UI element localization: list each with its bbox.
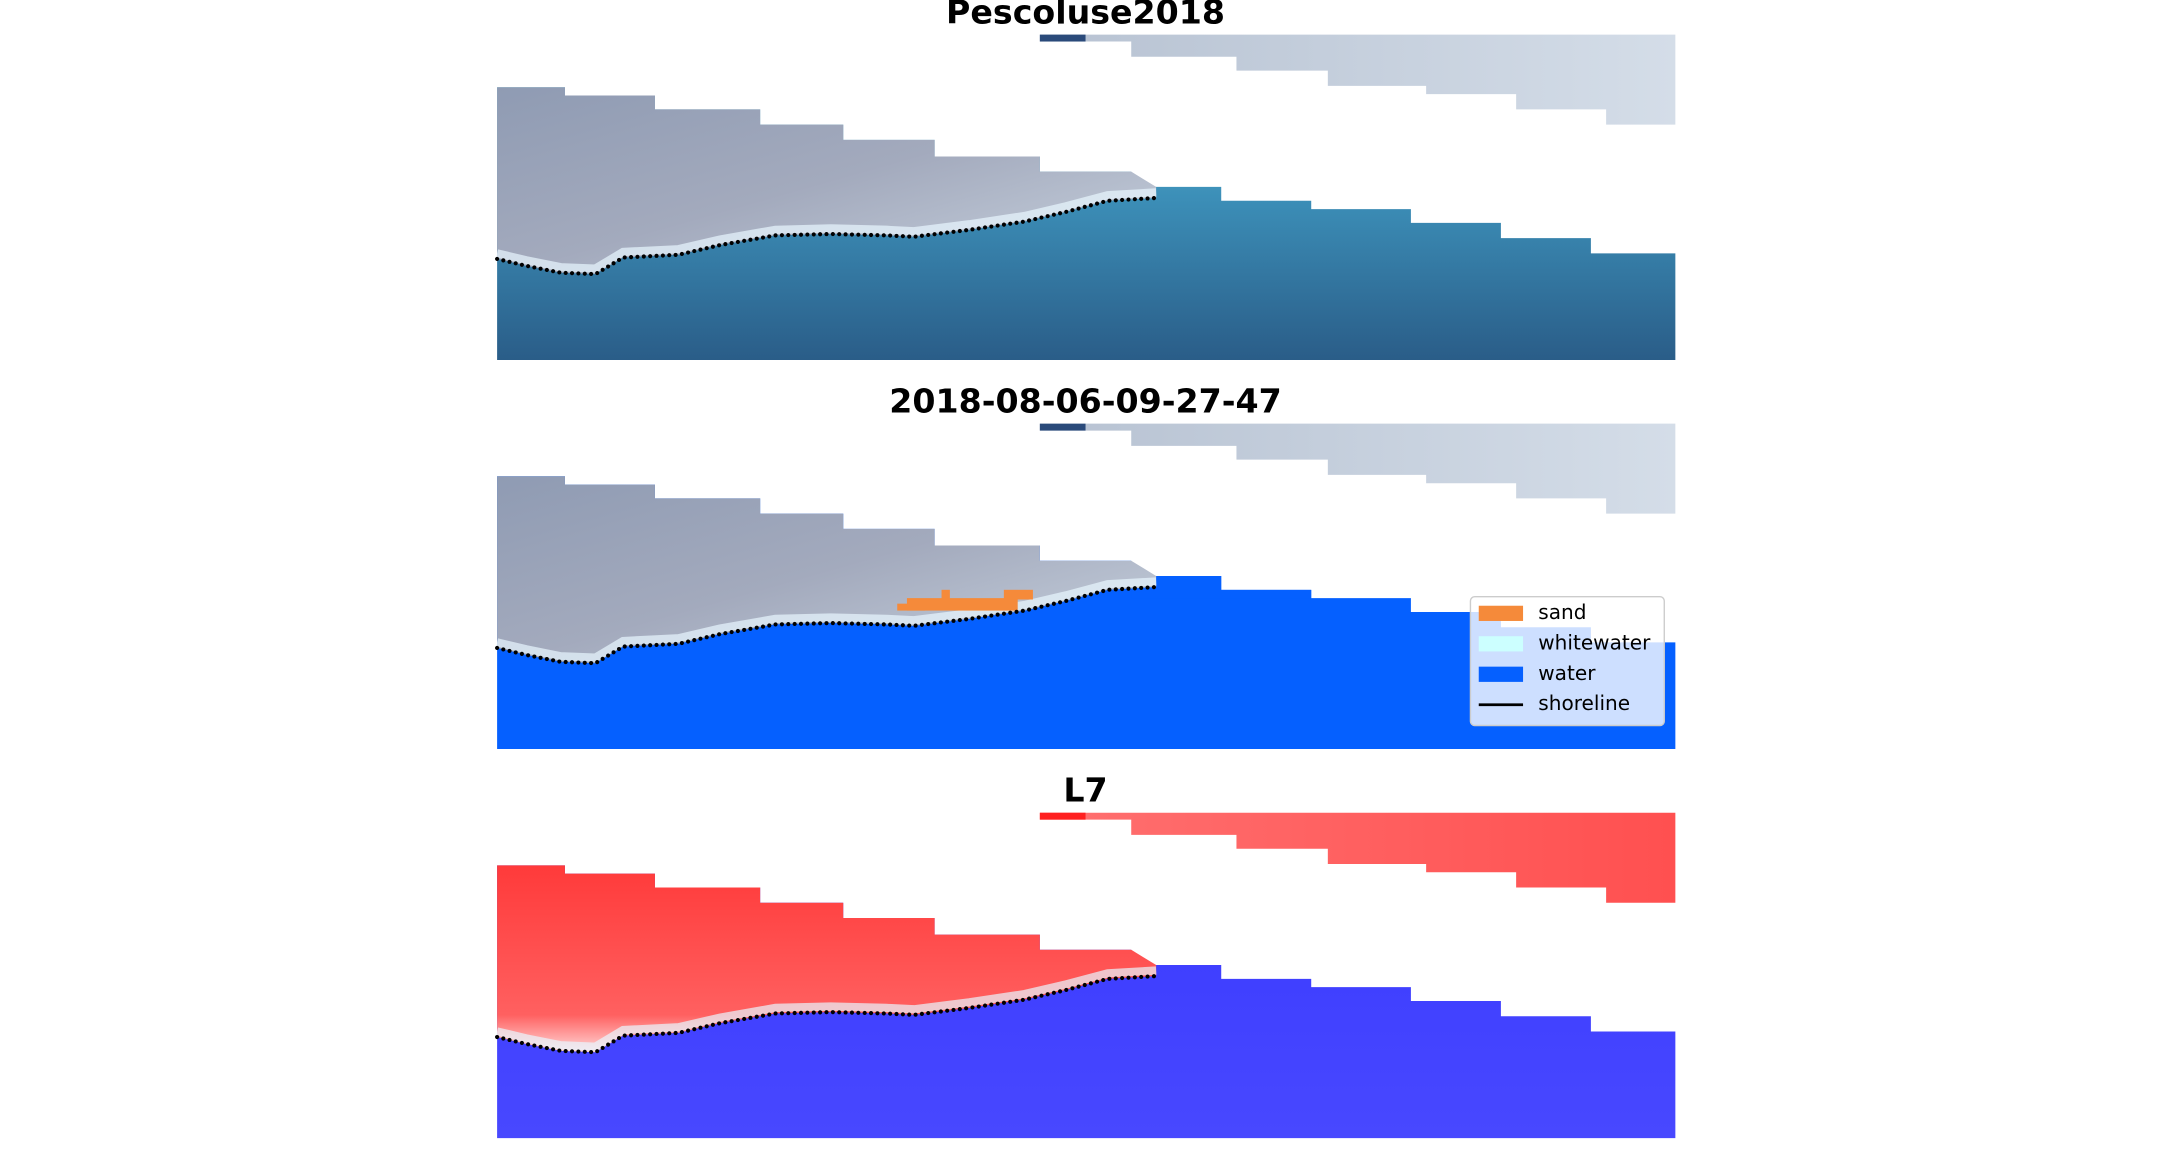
image-strip	[1039, 423, 1676, 514]
shoreline	[495, 974, 1159, 1055]
legend-patch	[1478, 636, 1524, 652]
panel: L7	[495, 771, 1676, 1139]
legend-patch	[1478, 666, 1524, 682]
legend: sand whitewater water shoreline	[1469, 596, 1665, 727]
legend-patch	[1478, 605, 1524, 621]
land-area	[497, 87, 1157, 275]
legend-label: sand	[1538, 600, 1586, 624]
whitewater-band	[496, 188, 1157, 273]
whitewater-band	[496, 577, 1157, 662]
panel-title: 2018-08-06-09-27-47	[889, 382, 1282, 421]
sand-patch	[897, 603, 925, 611]
image-strip	[1039, 812, 1676, 903]
shoreline	[495, 584, 1159, 666]
strip-edge	[1039, 423, 1086, 431]
sand-patch	[906, 598, 1018, 611]
image-strip	[1039, 34, 1676, 125]
legend-box	[1469, 596, 1665, 727]
legend-label: whitewater	[1538, 630, 1651, 654]
sand-patch	[1003, 589, 1033, 600]
water-top	[1131, 575, 1312, 599]
whitewater-band	[496, 966, 1157, 1051]
panel-title: L7	[1063, 771, 1107, 810]
panel: Pescoluse2018	[495, 0, 1676, 360]
land-area	[497, 865, 1157, 1053]
strip-edge	[1039, 34, 1086, 42]
panel-title: Pescoluse2018	[946, 0, 1225, 32]
shoreline	[495, 195, 1159, 277]
strip-edge	[1039, 812, 1086, 820]
legend-label: shoreline	[1538, 691, 1630, 715]
panel: 2018-08-06-09-27-47 sand whitewater water sh…	[495, 382, 1676, 750]
land-area	[497, 476, 1157, 664]
legend-label: water	[1538, 661, 1596, 685]
sand-patch	[941, 589, 950, 601]
